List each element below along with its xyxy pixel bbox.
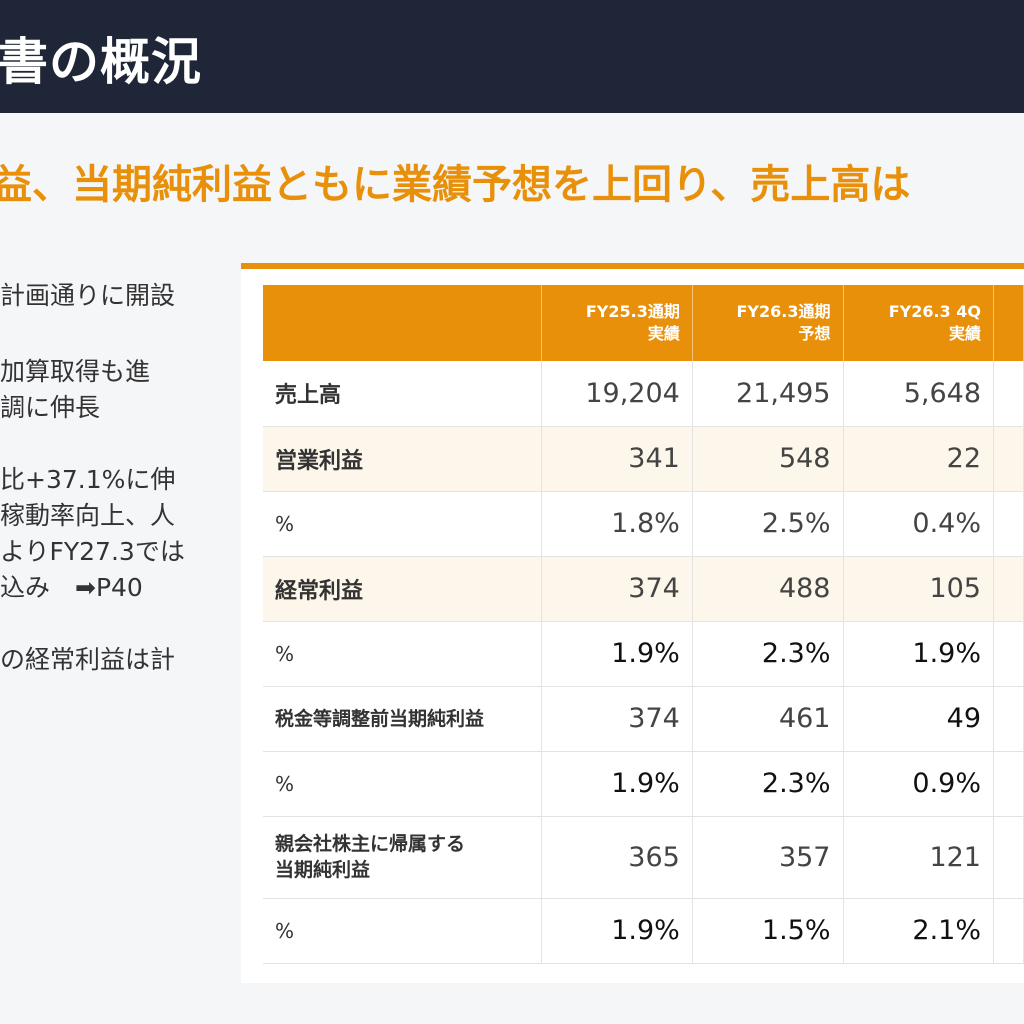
row-label: %	[263, 491, 543, 557]
cell-value: 2.1%	[843, 898, 994, 964]
table-row: % 1.9% 2.3% 0.9%	[263, 751, 1024, 817]
column-header-clipped	[993, 285, 1024, 361]
cell-value: 0.9%	[843, 751, 994, 817]
column-header-fy25-actual: FY25.3通期 実績	[541, 285, 693, 361]
table-row: 税金等調整前当期純利益 374 461 49	[263, 686, 1024, 752]
cell-value: 488	[692, 556, 844, 622]
cell-value: 341	[541, 426, 693, 492]
clipped-cell	[993, 621, 1024, 687]
column-header-fy26-4q-actual: FY26.3 4Q 実績	[843, 285, 994, 361]
cell-value: 105	[843, 556, 994, 622]
cell-value: 5,648	[843, 361, 994, 427]
slide-title: 書の概況	[0, 33, 202, 91]
bullet-line: 稼動率向上、人	[0, 501, 176, 530]
cell-value: 21,495	[692, 361, 844, 427]
bullet-item-3: 比+37.1%に伸 稼動率向上、人 よりFY27.3では 込み ➡P40	[0, 462, 240, 606]
bullet-line: の経常利益は計	[0, 645, 176, 674]
header-blank	[263, 285, 543, 361]
clipped-cell	[993, 898, 1024, 964]
table-row: 営業利益 341 548 22	[263, 426, 1024, 492]
row-label: 税金等調整前当期純利益	[263, 686, 543, 752]
clipped-cell	[993, 556, 1024, 622]
table-row: 経常利益 374 488 105	[263, 556, 1024, 622]
cell-value: 49	[843, 686, 994, 752]
cell-value: 19,204	[541, 361, 693, 427]
cell-value: 548	[692, 426, 844, 492]
bullet-line: 加算取得も進	[0, 357, 151, 386]
cell-value: 461	[692, 686, 844, 752]
table-row: % 1.8% 2.5% 0.4%	[263, 491, 1024, 557]
bullet-line: 調に伸長	[0, 393, 101, 422]
slide-header: 書の概況	[0, 0, 1024, 113]
cell-value: 1.9%	[541, 751, 693, 817]
cell-value: 0.4%	[843, 491, 994, 557]
cell-value: 22	[843, 426, 994, 492]
cell-value: 357	[692, 816, 844, 899]
row-label: 経常利益	[263, 556, 543, 622]
table-row: 売上高 19,204 21,495 5,648	[263, 361, 1024, 427]
headline: 益、当期純利益ともに業績予想を上回り、売上高は	[0, 162, 911, 208]
clipped-cell	[993, 686, 1024, 752]
cell-value: 2.3%	[692, 751, 844, 817]
bullet-list: 計画通りに開設 加算取得も進 調に伸長 比+37.1%に伸 稼動率向上、人 より…	[0, 278, 240, 678]
bullet-item-1: 計画通りに開設	[0, 278, 240, 314]
table-row: 親会社株主に帰属する 当期純利益 365 357 121	[263, 816, 1024, 899]
clipped-cell	[993, 816, 1024, 899]
bullet-line: 比+37.1%に伸	[0, 465, 176, 494]
cell-value: 1.8%	[541, 491, 693, 557]
row-label: %	[263, 751, 543, 817]
row-label: 売上高	[263, 361, 543, 427]
clipped-cell	[993, 491, 1024, 557]
cell-value: 1.9%	[843, 621, 994, 687]
clipped-cell	[993, 361, 1024, 427]
column-header-fy26-forecast: FY26.3通期 予想	[692, 285, 844, 361]
row-label: 親会社株主に帰属する 当期純利益	[263, 816, 543, 899]
financial-table: FY25.3通期 実績 FY26.3通期 予想 FY26.3 4Q 実績 売上高 19…	[263, 285, 1024, 964]
table-header-row: FY25.3通期 実績 FY26.3通期 予想 FY26.3 4Q 実績	[263, 285, 1024, 361]
row-label: %	[263, 898, 543, 964]
cell-value: 1.9%	[541, 621, 693, 687]
cell-value: 2.3%	[692, 621, 844, 687]
clipped-cell	[993, 426, 1024, 492]
row-label: %	[263, 621, 543, 687]
bullet-line: 計画通りに開設	[0, 281, 176, 310]
table-row: % 1.9% 1.5% 2.1%	[263, 898, 1024, 964]
table-row: % 1.9% 2.3% 1.9%	[263, 621, 1024, 687]
bullet-item-4: の経常利益は計	[0, 642, 240, 678]
cell-value: 2.5%	[692, 491, 844, 557]
cell-value: 121	[843, 816, 994, 899]
clipped-cell	[993, 751, 1024, 817]
row-label: 営業利益	[263, 426, 543, 492]
cell-value: 374	[541, 556, 693, 622]
cell-value: 374	[541, 686, 693, 752]
cell-value: 365	[541, 816, 693, 899]
cell-value: 1.9%	[541, 898, 693, 964]
bullet-line: よりFY27.3では	[0, 537, 185, 566]
bullet-item-2: 加算取得も進 調に伸長	[0, 354, 240, 426]
bullet-line: 込み ➡P40	[0, 573, 143, 602]
cell-value: 1.5%	[692, 898, 844, 964]
